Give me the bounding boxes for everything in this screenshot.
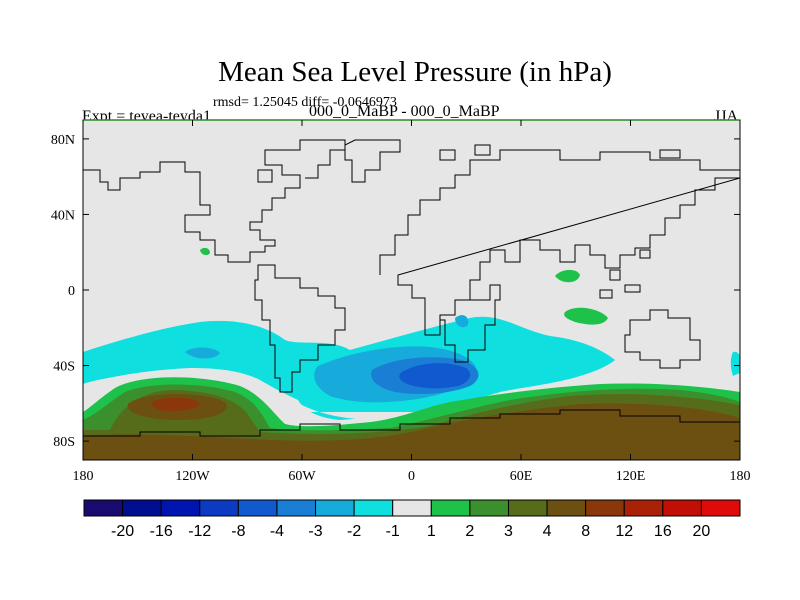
colorbar-swatch: [392, 499, 432, 517]
colorbar-label: -12: [188, 523, 211, 540]
colorbar-label: -16: [150, 523, 173, 540]
x-tick-label: 120E: [616, 469, 646, 484]
positive-8-field: [83, 403, 740, 460]
colorbar-swatch: [700, 499, 741, 517]
colorbar-label: -4: [270, 523, 284, 540]
coast-greenland: [344, 139, 401, 183]
x-tick-label: 120W: [175, 469, 210, 484]
y-tick-label: 80N: [51, 133, 75, 148]
colorbar-swatch: [315, 499, 355, 517]
colorbar-swatch: [83, 499, 124, 517]
coast-australia: [624, 309, 701, 369]
colorbar-label: 8: [581, 523, 590, 540]
map-field: [83, 120, 740, 460]
y-tick-label: 80S: [53, 435, 75, 450]
x-tick-label: 180: [730, 469, 751, 484]
colorbar-swatch: [469, 499, 509, 517]
colorbar-swatch: [122, 499, 162, 517]
colorbar-swatch: [507, 499, 548, 517]
colorbar-label: -2: [347, 523, 361, 540]
coast-arctic-islands: [257, 144, 681, 183]
green-patch-south-pacific: [564, 307, 608, 325]
y-tick-label: 0: [68, 284, 75, 299]
coastlines: [83, 139, 740, 437]
colorbar-swatch: [237, 499, 278, 517]
y-tick-label: 40N: [51, 208, 75, 223]
low-minus2-indian: [455, 315, 469, 328]
colorbar-swatch: [623, 499, 664, 517]
green-patch-north-america: [200, 247, 210, 256]
colorbar-label: -8: [231, 523, 245, 540]
coast-south-america: [254, 264, 346, 393]
cyan-east-patch: [730, 351, 740, 376]
low-minus2-west: [185, 347, 220, 359]
colorbar-label: 3: [504, 523, 513, 540]
colorbar-label: 16: [654, 523, 672, 540]
colorbar-label: 20: [693, 523, 711, 540]
colorbar-swatch: [353, 499, 394, 517]
axis-ticks: 180 120W 60W 0 60E 120E 180 80N 40N 0 40S 80S: [51, 120, 751, 484]
colorbar-swatch: [585, 499, 625, 517]
colorbar: -20 -16 -12 -8 -4 -3 -2 -1 1 2 3 4 8 12 16 20: [83, 499, 741, 540]
coast-africa-south: [440, 284, 501, 363]
colorbar-label: 12: [615, 523, 633, 540]
x-tick-label: 0: [408, 469, 415, 484]
colorbar-swatch: [430, 499, 471, 517]
colorbar-label: 4: [543, 523, 552, 540]
chart-title: Mean Sea Level Pressure (in hPa): [218, 56, 612, 88]
x-tick-label: 180: [73, 469, 94, 484]
colorbar-label: -3: [308, 523, 322, 540]
colorbar-swatch: [199, 499, 239, 517]
colorbar-label: 2: [465, 523, 474, 540]
colorbar-label: -20: [111, 523, 134, 540]
x-tick-label: 60E: [510, 469, 533, 484]
low-minus4-atlantic: [399, 363, 471, 389]
green-patch-indonesia: [555, 269, 580, 283]
pacific-high-12: [151, 397, 200, 412]
x-tick-label: 60W: [288, 469, 316, 484]
chart-subtitle: rmsd= 1.25045 diff= -0.0646973: [213, 95, 397, 110]
colorbar-swatch: [276, 499, 317, 517]
coast-antarctica: [83, 409, 740, 437]
coast-north-america: [83, 139, 346, 263]
coast-asia-islands: [599, 249, 651, 299]
colorbar-swatch: [662, 499, 702, 517]
colorbar-swatch: [546, 499, 587, 517]
coast-eurasia-africa: [379, 149, 740, 336]
period-label: 000_0_MaBP - 000_0_MaBP: [309, 103, 500, 120]
colorbar-label: 1: [427, 523, 436, 540]
colorbar-label: -1: [386, 523, 400, 540]
colorbar-swatch: [160, 499, 201, 517]
y-tick-label: 40S: [53, 360, 75, 375]
